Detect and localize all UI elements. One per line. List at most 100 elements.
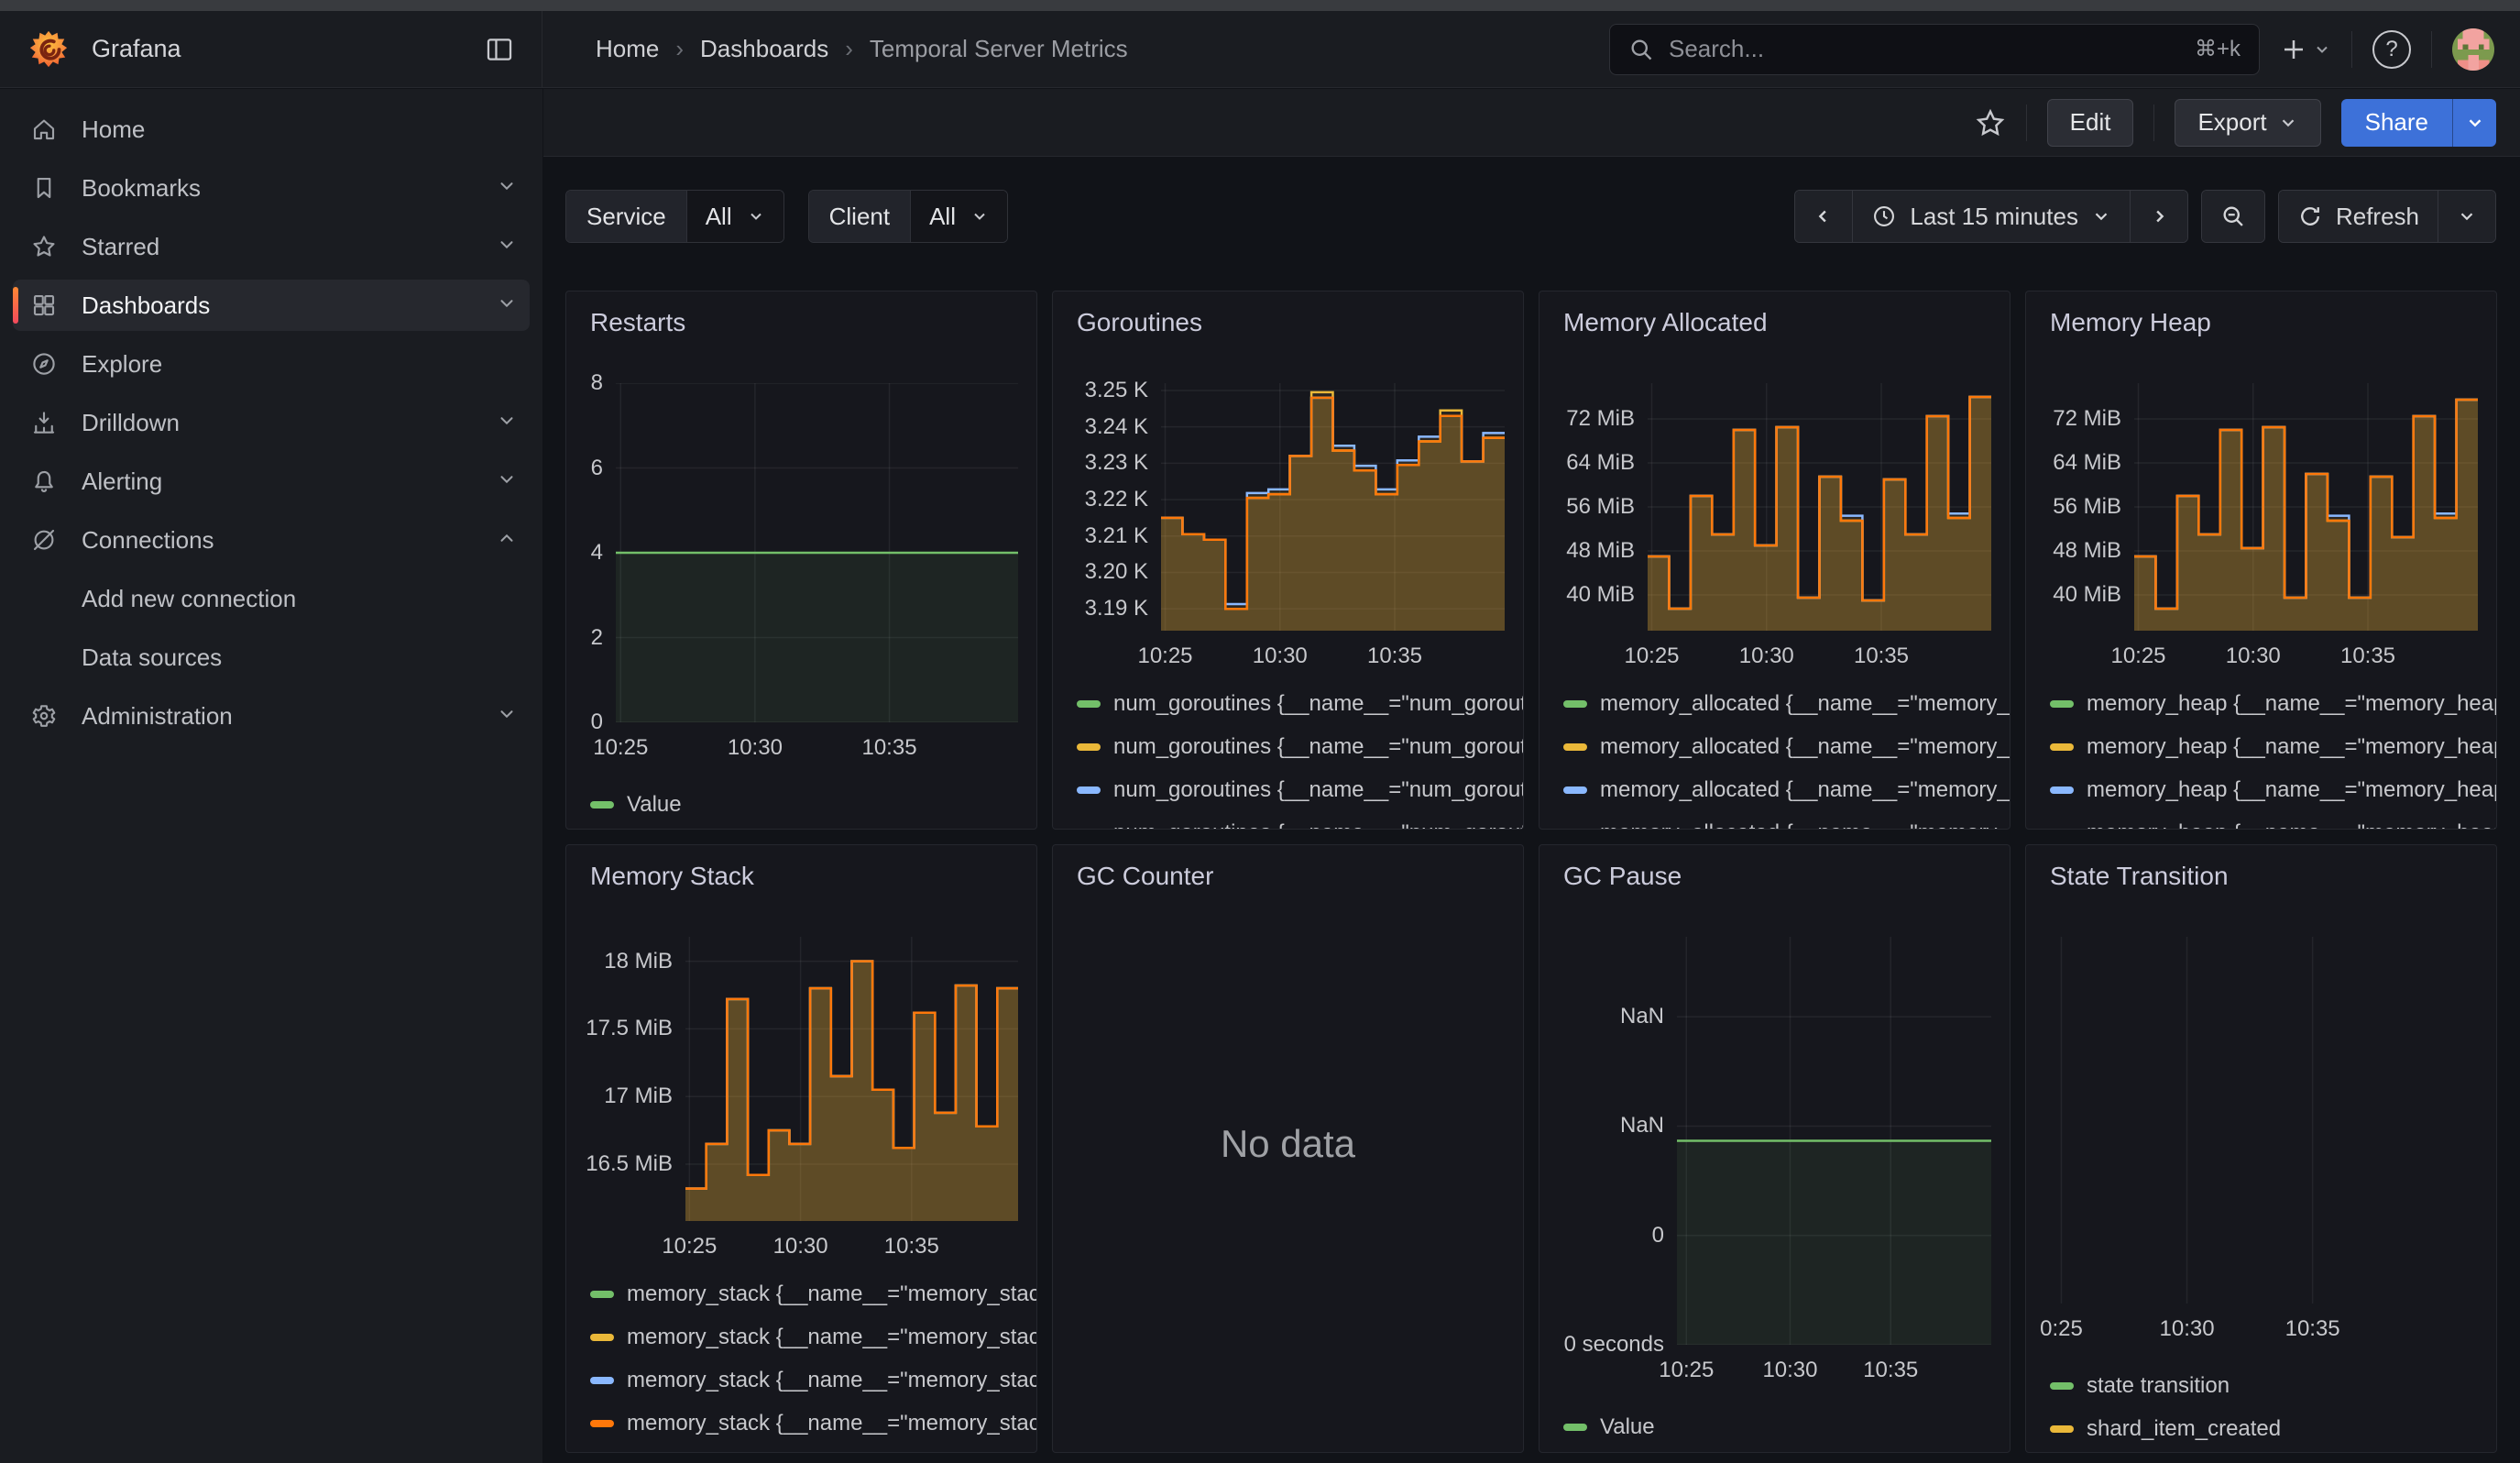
- service-filter-value[interactable]: All: [685, 191, 783, 242]
- panel-state_transition: State Transition 0:25 10:30 10:35 state tran…: [2025, 844, 2497, 1453]
- sidebar-item-starred[interactable]: Starred: [0, 217, 542, 276]
- legend-item[interactable]: Value: [1563, 1409, 2002, 1446]
- chart-gc_pause[interactable]: [1677, 937, 1991, 1345]
- x-axis-label: 10:35: [883, 1234, 939, 1259]
- legend-label: memory_heap {__name__="memory_heap": [2087, 820, 2496, 829]
- panel-title[interactable]: Memory Allocated: [1563, 308, 1768, 336]
- share-menu-button[interactable]: [2452, 98, 2496, 147]
- legend-item[interactable]: num_goroutines {__name__="num_goroutines…: [1077, 815, 1523, 829]
- chart-memory_allocated[interactable]: [1648, 383, 1991, 631]
- search-input[interactable]: [1669, 35, 2180, 63]
- refresh-button[interactable]: Refresh: [2278, 191, 2438, 242]
- legend-item[interactable]: memory_stack {__name__="memory_stack": [590, 1405, 1036, 1442]
- refresh-label: Refresh: [2335, 202, 2419, 230]
- client-filter: Client All: [807, 190, 1008, 243]
- favorite-star-icon[interactable]: [1975, 107, 2006, 138]
- share-button[interactable]: Share: [2340, 98, 2496, 147]
- chart-memory_stack[interactable]: [685, 937, 1018, 1221]
- legend-item[interactable]: num_goroutines {__name__="num_goroutines…: [1077, 729, 1523, 765]
- legend-item[interactable]: memory_stack {__name__="memory_stack": [590, 1319, 1036, 1356]
- legend-item[interactable]: num_goroutines {__name__="num_goroutines…: [1077, 686, 1523, 722]
- legend-label: Value: [1600, 1414, 1655, 1439]
- sidebar-item-home[interactable]: Home: [0, 100, 542, 159]
- dock-sidebar-icon[interactable]: [481, 31, 518, 68]
- panel-title[interactable]: Restarts: [590, 308, 686, 336]
- chevron-down-icon: [2317, 46, 2328, 53]
- sidebar-item-dashboards[interactable]: Dashboards: [0, 276, 542, 335]
- breadcrumb-home[interactable]: Home: [596, 35, 660, 62]
- sidebar-item-bookmarks[interactable]: Bookmarks: [0, 159, 542, 217]
- breadcrumb-dashboards[interactable]: Dashboards: [700, 35, 829, 62]
- chevron-down-icon[interactable]: [497, 233, 517, 261]
- legend-item[interactable]: memory_heap {__name__="memory_heap": [2050, 772, 2496, 808]
- legend-item[interactable]: memory_heap {__name__="memory_heap": [2050, 815, 2496, 829]
- legend-item[interactable]: memory_stack {__name__="memory_stack": [590, 1362, 1036, 1399]
- search-box[interactable]: ⌘+k: [1609, 23, 2260, 75]
- clock-icon: [1874, 206, 1895, 226]
- sidebar-subitem-add-new-connection[interactable]: Add new connection: [82, 584, 297, 612]
- sidebar-item-connections[interactable]: Connections: [0, 511, 542, 569]
- chart-state_transition[interactable]: [2037, 937, 2478, 1304]
- chevron-down-icon[interactable]: [497, 468, 517, 496]
- chevron-down-icon: [750, 213, 761, 220]
- export-button-label: Export: [2197, 108, 2267, 136]
- panel-title[interactable]: Memory Heap: [2050, 308, 2211, 336]
- refresh-interval-button[interactable]: [2438, 191, 2495, 242]
- chart-goroutines[interactable]: [1161, 383, 1505, 631]
- legend-item[interactable]: memory_heap {__name__="memory_heap": [2050, 686, 2496, 722]
- zoom-out-button[interactable]: [2201, 191, 2264, 242]
- legend-item[interactable]: state transition: [2050, 1368, 2489, 1404]
- export-button[interactable]: Export: [2175, 98, 2321, 147]
- sidebar-item-drilldown[interactable]: Drilldown: [0, 393, 542, 452]
- chevron-up-icon[interactable]: [497, 526, 517, 555]
- y-axis-label: 56 MiB: [2053, 494, 2121, 519]
- legend-label: memory_stack {__name__="memory_stack": [627, 1368, 1037, 1392]
- chart-restarts[interactable]: [616, 383, 1018, 722]
- search-icon: [1631, 39, 1652, 60]
- chevron-down-icon[interactable]: [497, 174, 517, 203]
- chevron-down-icon[interactable]: [497, 702, 517, 731]
- y-axis-label: 3.19 K: [1084, 596, 1148, 622]
- add-new-button[interactable]: [2280, 36, 2331, 63]
- y-axis-label: 48 MiB: [1566, 538, 1635, 563]
- legend-label: memory_stack {__name__="memory_stack": [627, 1325, 1037, 1349]
- legend-item[interactable]: memory_allocated {__name__="memory_alloc…: [1563, 815, 2010, 829]
- legend-item[interactable]: Value: [590, 786, 1029, 823]
- legend-item[interactable]: memory_allocated {__name__="memory_alloc…: [1563, 729, 2010, 765]
- time-range-picker[interactable]: Last 15 minutes: [1852, 191, 2130, 242]
- sidebar-subitem-data-sources[interactable]: Data sources: [82, 643, 223, 671]
- sidebar-item-administration[interactable]: Administration: [0, 687, 542, 745]
- edit-button[interactable]: Edit: [2046, 98, 2134, 147]
- sidebar-item-explore[interactable]: Explore: [0, 335, 542, 393]
- legend-item[interactable]: memory_allocated {__name__="memory_alloc…: [1563, 686, 2010, 722]
- user-avatar[interactable]: [2452, 28, 2494, 71]
- legend-item[interactable]: memory_allocated {__name__="memory_alloc…: [1563, 772, 2010, 808]
- legend-item[interactable]: num_goroutines {__name__="num_goroutines…: [1077, 772, 1523, 808]
- grafana-logo-icon[interactable]: [27, 28, 70, 71]
- panel-title[interactable]: Goroutines: [1077, 308, 1202, 336]
- time-shift-forward-button[interactable]: [2129, 191, 2187, 242]
- time-shift-back-button[interactable]: [1795, 191, 1853, 242]
- client-filter-value[interactable]: All: [910, 191, 1007, 242]
- legend-label: memory_stack {__name__="memory_stack": [627, 1282, 1037, 1306]
- chart-memory_heap[interactable]: [2134, 383, 2478, 631]
- y-axis-label: 18 MiB: [604, 948, 673, 974]
- panel-title[interactable]: GC Counter: [1077, 862, 1214, 890]
- y-axis-label: 16.5 MiB: [586, 1151, 673, 1176]
- divider: [2431, 30, 2432, 68]
- panel-title[interactable]: Memory Stack: [590, 862, 754, 890]
- legend-item[interactable]: shard_item_created: [2050, 1411, 2489, 1447]
- legend-item[interactable]: memory_stack {__name__="memory_stack": [590, 1276, 1036, 1313]
- chevron-down-icon[interactable]: [497, 292, 517, 320]
- y-axis-label: 17 MiB: [604, 1084, 673, 1109]
- help-icon[interactable]: ?: [2372, 29, 2411, 69]
- sidebar-item-label: Dashboards: [82, 291, 211, 319]
- plug-icon: [28, 526, 60, 554]
- sidebar-item-alerting[interactable]: Alerting: [0, 452, 542, 511]
- y-axis-label: 0: [590, 710, 603, 734]
- panel-title[interactable]: State Transition: [2050, 862, 2229, 890]
- panel-title[interactable]: GC Pause: [1563, 862, 1682, 890]
- y-axis-label: 6: [590, 455, 603, 480]
- chevron-down-icon[interactable]: [497, 409, 517, 437]
- legend-item[interactable]: memory_heap {__name__="memory_heap": [2050, 729, 2496, 765]
